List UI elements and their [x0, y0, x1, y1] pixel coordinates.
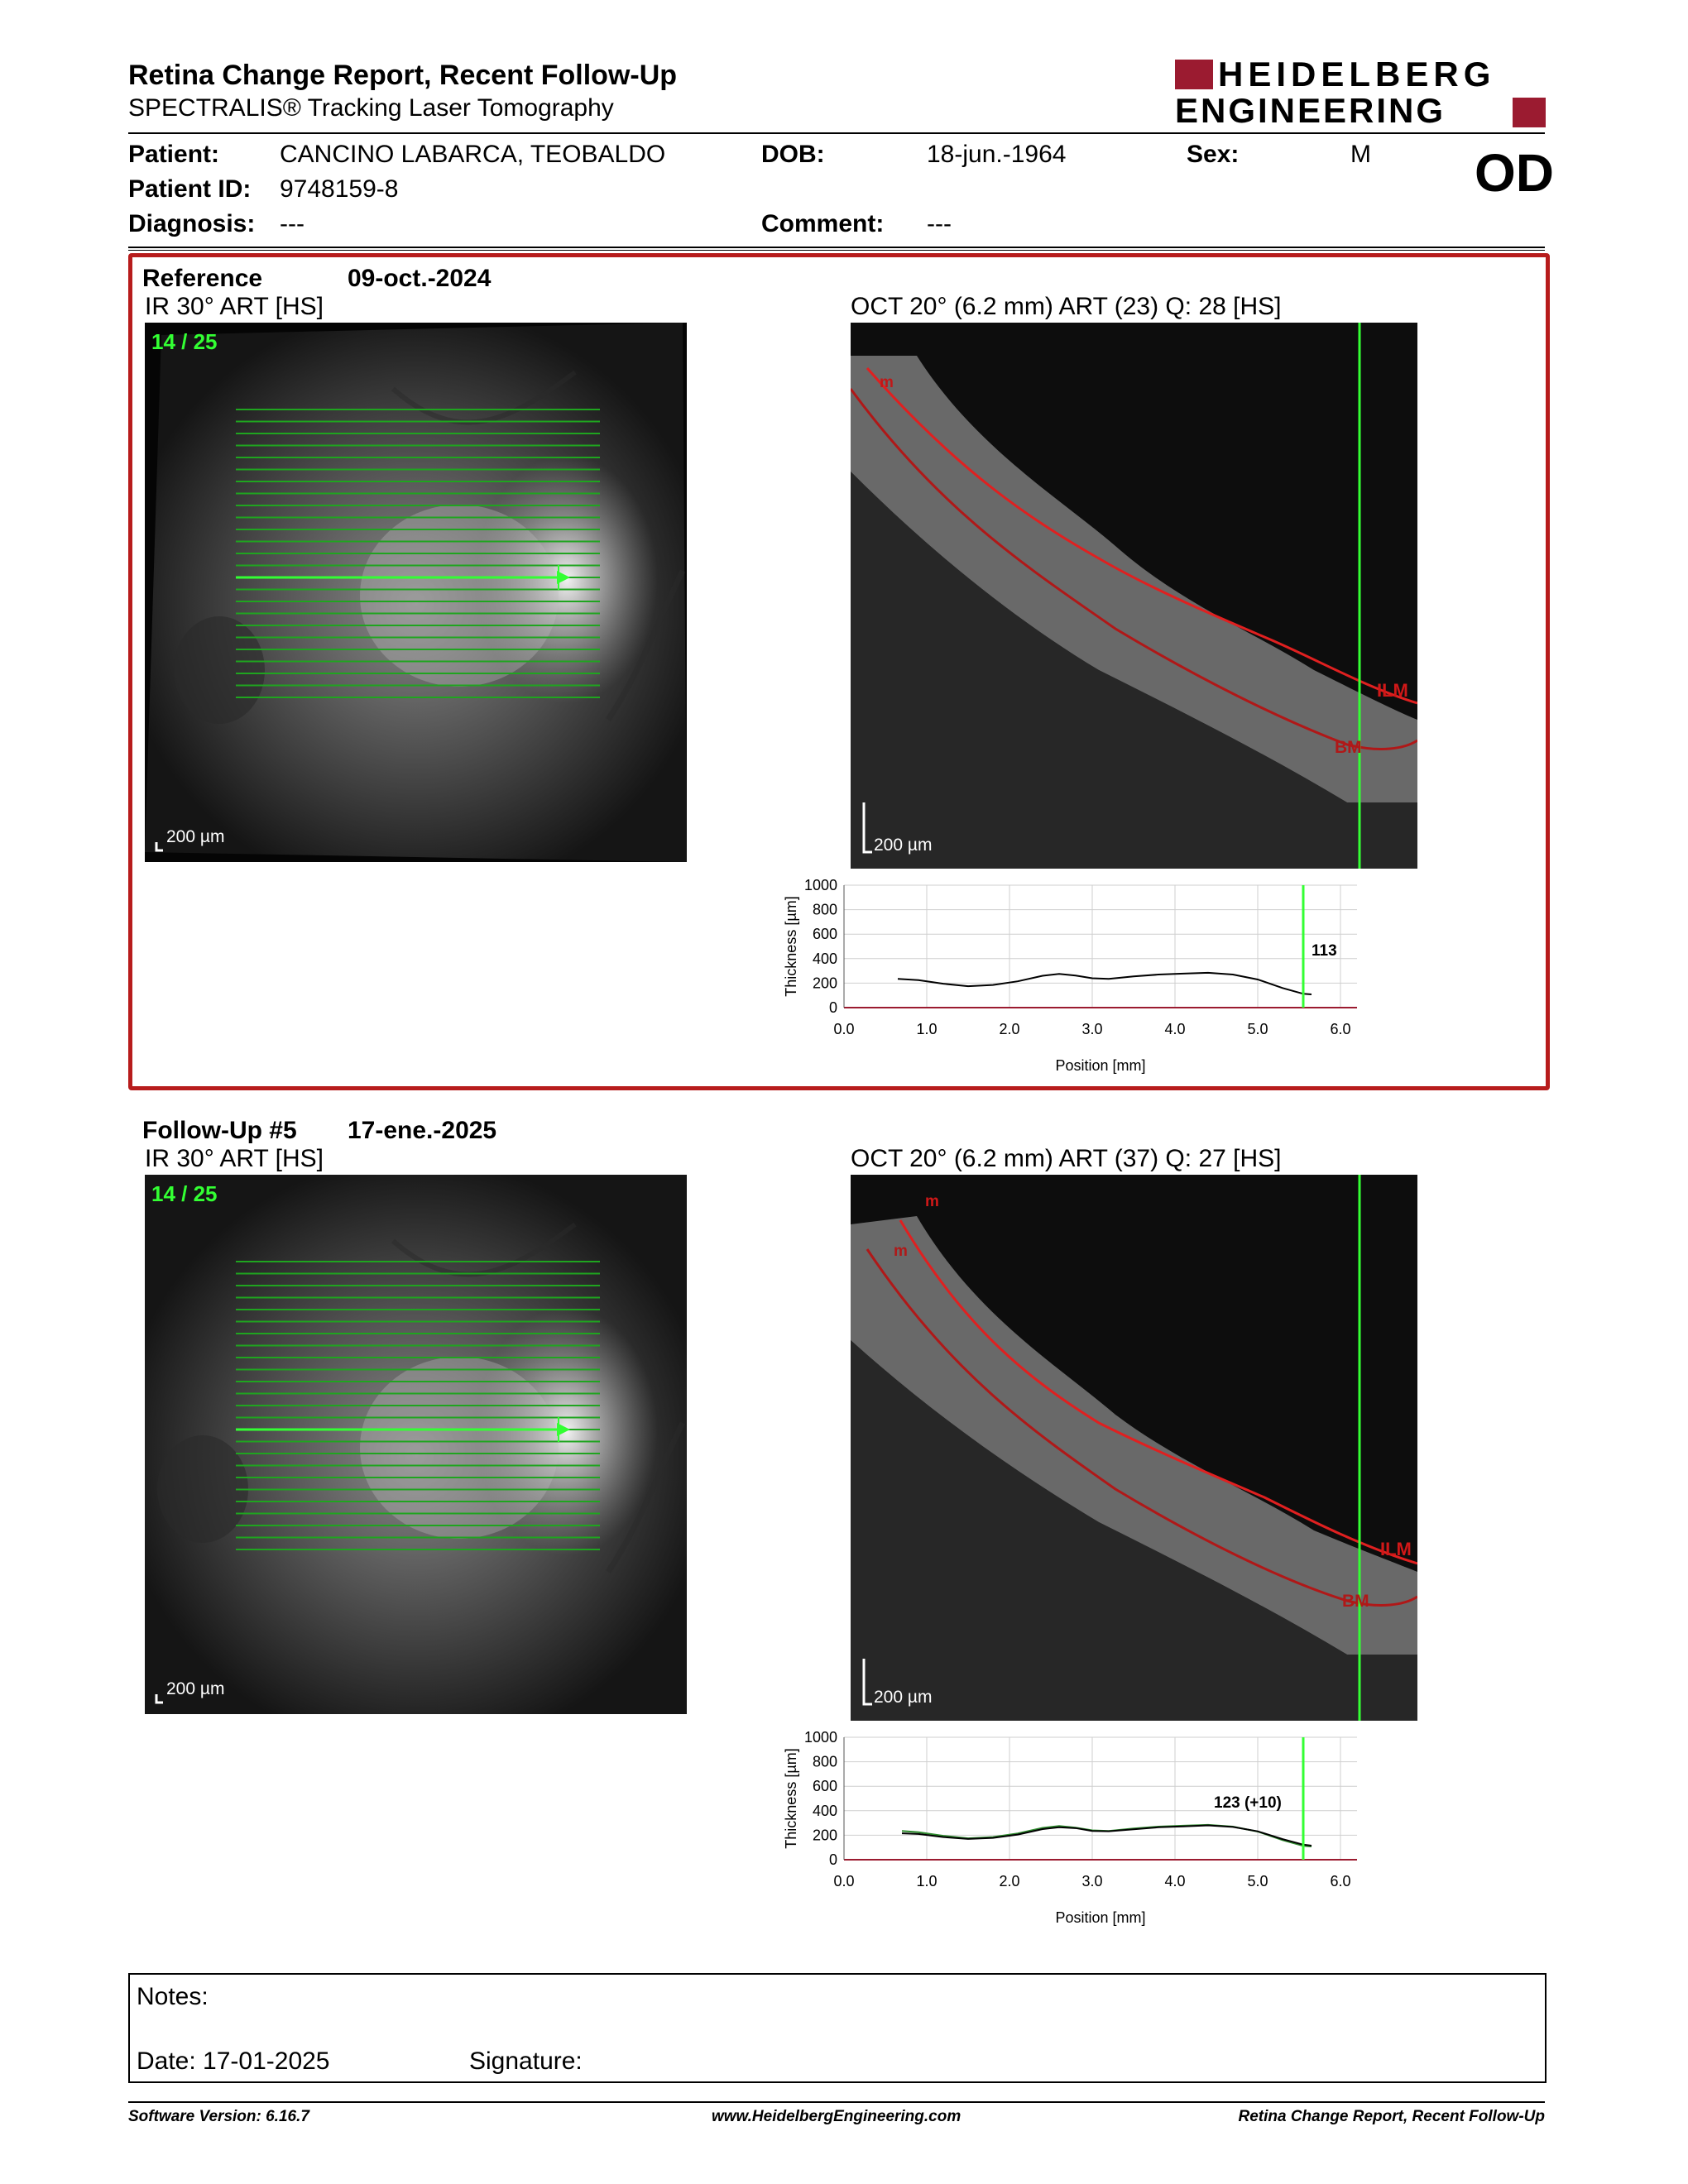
followup-chart-ytick-label: 200	[813, 1827, 837, 1843]
patient-name: CANCINO LABARCA, TEOBALDO	[280, 141, 666, 168]
dob-value: 18-jun.-1964	[927, 141, 1067, 168]
reference-frame	[128, 253, 1550, 1090]
reference-fundus-svg: 14 / 25 200 µm	[145, 323, 687, 862]
diagnosis-label: Diagnosis:	[128, 210, 256, 237]
signature-label: Signature:	[469, 2048, 583, 2075]
reference-scan-counter: 14 / 25	[151, 329, 218, 354]
reference-chart-xtick-label: 5.0	[1247, 1021, 1268, 1037]
followup-thickness-chart: 0 200 400 600 800 1000 0.0 1.0 2.0 3.0 4.0 5.0 6.0 12…	[783, 1729, 1357, 1926]
reference-chart-xtick-label: 0.0	[833, 1021, 854, 1037]
followup-chart-xtick-label: 6.0	[1330, 1873, 1350, 1889]
followup-chart-ytick-label: 0	[829, 1851, 837, 1868]
followup-chart-series-line-1	[901, 1824, 1312, 1846]
reference-chart-ytick-label: 0	[829, 999, 837, 1016]
followup-oct-title: OCT 20° (6.2 mm) ART (37) Q: 27 [HS]	[851, 1145, 1282, 1172]
reference-chart-xtick-label: 1.0	[916, 1021, 937, 1037]
patient-rule-thin	[128, 250, 1545, 251]
reference-label: Reference	[142, 265, 263, 292]
followup-chart-value-label: 123 (+10)	[1214, 1794, 1282, 1812]
reference-scan-lines	[236, 409, 600, 698]
followup-chart-xtick-label: 4.0	[1164, 1873, 1185, 1889]
followup-chart-ytick-label: 800	[813, 1754, 837, 1770]
followup-ir-title: IR 30° ART [HS]	[145, 1145, 324, 1172]
followup-oct-label-ilm: ILM	[1380, 1539, 1412, 1559]
dob-label: DOB:	[761, 141, 825, 168]
patient-id-label: Patient ID:	[128, 175, 252, 203]
reference-ir-image: 14 / 25 200 µm	[145, 323, 687, 862]
comment-value: ---	[927, 210, 952, 237]
followup-oct-label-m2: m	[894, 1243, 908, 1260]
sex-value: M	[1350, 141, 1371, 168]
header-rule	[128, 132, 1545, 134]
footer-software: Software Version: 6.16.7	[128, 2108, 309, 2125]
followup-ir-scale: 200 µm	[166, 1679, 224, 1698]
followup-chart-xtick-label: 2.0	[999, 1873, 1019, 1889]
reference-date: 09-oct.-2024	[348, 265, 492, 292]
reference-thickness-chart: 0 200 400 600 800 1000 0.0 1.0 2.0 3.0 4.0 5.0 6.0 11…	[783, 877, 1357, 1074]
followup-oct-label-m1: m	[925, 1193, 939, 1210]
patient-label: Patient:	[128, 141, 220, 168]
followup-fundus-svg: 14 / 25 200 µm	[145, 1175, 687, 1714]
report-subtitle: SPECTRALIS® Tracking Laser Tomography	[128, 94, 614, 122]
report-title: Retina Change Report, Recent Follow-Up	[128, 60, 678, 91]
reference-chart-xaxis-label: Position [mm]	[1055, 1057, 1145, 1074]
followup-chart-xtick-label: 1.0	[916, 1873, 937, 1889]
reference-chart-xtick-label: 3.0	[1081, 1021, 1102, 1037]
followup-ir-image: 14 / 25 200 µm	[145, 1175, 687, 1714]
followup-chart-xtick-label: 3.0	[1081, 1873, 1102, 1889]
reference-ir-scale: 200 µm	[166, 827, 224, 846]
reference-oct-label-ilm: ILM	[1377, 680, 1408, 701]
logo-line-2: ENGINEERING	[1175, 91, 1446, 130]
reference-chart-ytick-label: 1000	[804, 877, 837, 893]
reference-chart-xtick-label: 2.0	[999, 1021, 1019, 1037]
footer-rule	[128, 2101, 1545, 2103]
patient-id-value: 9748159-8	[280, 175, 399, 203]
followup-chart-xaxis-label: Position [mm]	[1055, 1909, 1145, 1926]
reference-chart-xtick-label: 6.0	[1330, 1021, 1350, 1037]
reference-chart-ytick-label: 400	[813, 951, 837, 967]
logo-line-1: HEIDELBERG	[1218, 55, 1496, 93]
followup-label: Follow-Up #5	[142, 1117, 297, 1144]
sex-label: Sex:	[1187, 141, 1240, 168]
reference-chart-yaxis-label: Thickness [µm]	[783, 896, 799, 996]
footer-url[interactable]: www.HeidelbergEngineering.com	[712, 2108, 961, 2125]
followup-oct-image: m m ILM BM 200 µm	[851, 1175, 1417, 1721]
notes-label: Notes:	[137, 1983, 209, 2010]
followup-oct-scale: 200 µm	[874, 1688, 932, 1707]
reference-oct-svg: m ILM BM 200 µm	[851, 323, 1417, 869]
heidelberg-logo: HEIDELBERG ENGINEERING	[1175, 56, 1547, 129]
followup-chart-ytick-label: 1000	[804, 1729, 837, 1746]
followup-chart-xtick-label: 5.0	[1247, 1873, 1268, 1889]
followup-chart-xtick-label: 0.0	[833, 1873, 854, 1889]
reference-oct-scale: 200 µm	[874, 836, 932, 855]
diagnosis-value: ---	[280, 210, 305, 237]
eye-indicator: OD	[1475, 143, 1554, 203]
followup-chart-yaxis-label: Thickness [µm]	[783, 1748, 799, 1848]
reference-oct-title: OCT 20° (6.2 mm) ART (23) Q: 28 [HS]	[851, 293, 1282, 320]
notes-date: Date: 17-01-2025	[137, 2048, 330, 2075]
reference-chart-ytick-label: 200	[813, 975, 837, 991]
followup-chart-ytick-label: 400	[813, 1803, 837, 1819]
followup-chart-series-line-0	[901, 1823, 1312, 1848]
reference-chart-ytick-label: 800	[813, 902, 837, 918]
reference-chart-xtick-label: 4.0	[1164, 1021, 1185, 1037]
patient-rule	[128, 247, 1545, 248]
followup-oct-svg: m m ILM BM 200 µm	[851, 1175, 1417, 1721]
followup-chart-ytick-label: 600	[813, 1778, 837, 1794]
followup-date: 17-ene.-2025	[348, 1117, 497, 1144]
followup-scan-counter: 14 / 25	[151, 1181, 218, 1206]
reference-chart-value-label: 113	[1312, 942, 1337, 960]
footer-report-name: Retina Change Report, Recent Follow-Up	[1238, 2108, 1545, 2125]
notes-box[interactable]: Notes: Date: 17-01-2025 Signature:	[128, 1973, 1547, 2083]
followup-oct-label-bm: BM	[1342, 1592, 1369, 1611]
reference-chart-ytick-label: 600	[813, 926, 837, 942]
reference-oct-image: m ILM BM 200 µm	[851, 323, 1417, 869]
reference-oct-label-bm: BM	[1335, 738, 1362, 757]
followup-scan-lines	[236, 1261, 600, 1550]
reference-chart-series-line-0	[897, 971, 1312, 996]
reference-ir-title: IR 30° ART [HS]	[145, 293, 324, 320]
comment-label: Comment:	[761, 210, 885, 237]
reference-oct-label-m: m	[880, 374, 894, 391]
